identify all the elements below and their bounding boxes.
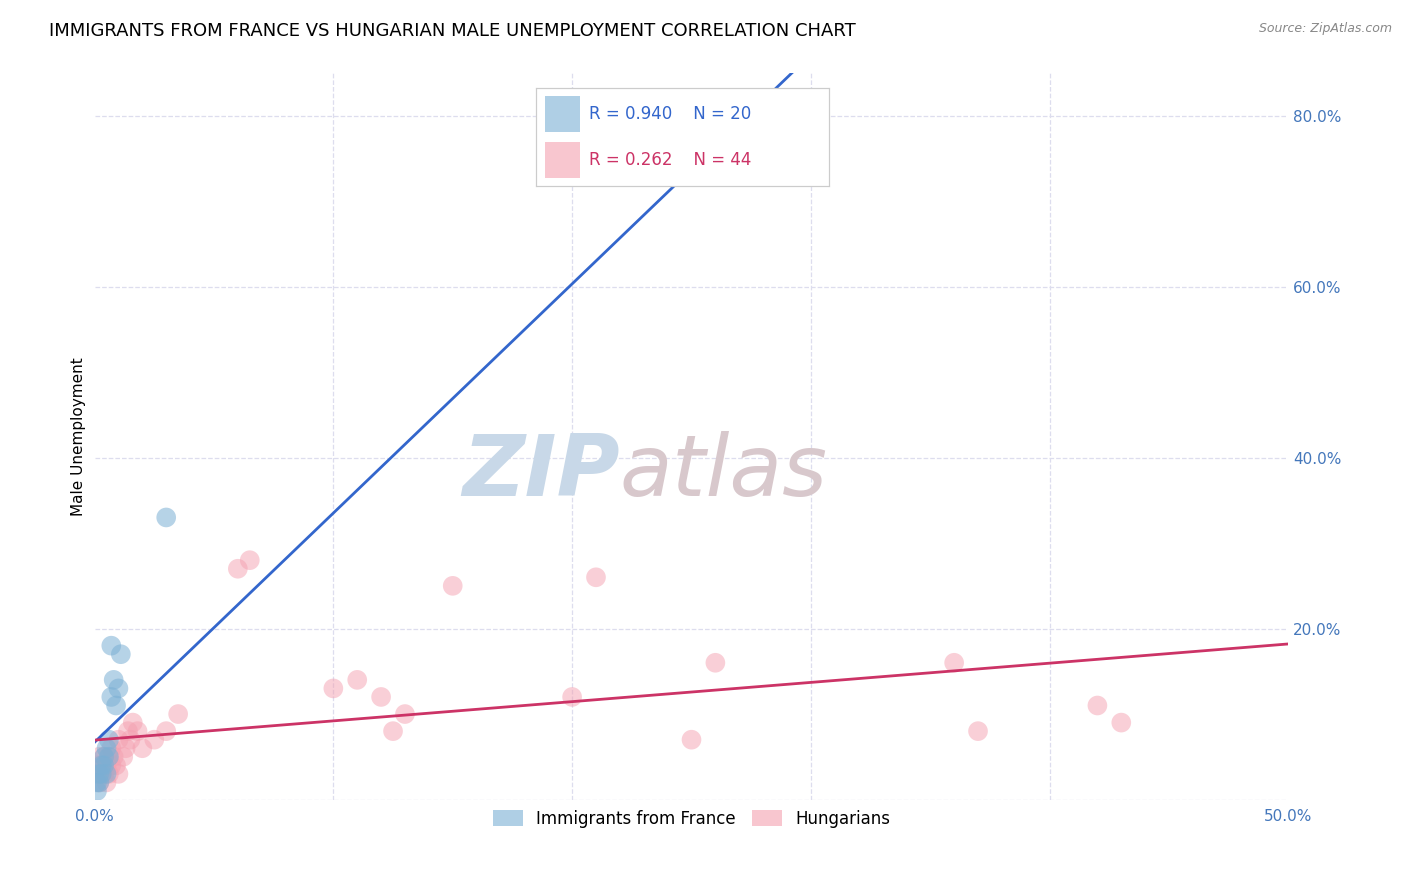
Point: [382, 724, 405, 739]
Point: [131, 741, 153, 756]
Point: [89, 775, 111, 789]
Point: [226, 562, 249, 576]
Point: [105, 698, 128, 713]
Point: [89, 767, 111, 781]
Point: [107, 767, 129, 781]
Point: [100, 690, 122, 704]
Point: [93, 749, 115, 764]
Point: [97, 749, 120, 764]
Point: [110, 647, 132, 661]
Point: [943, 656, 966, 670]
Point: [155, 724, 177, 739]
Point: [100, 758, 122, 772]
Text: ZIP: ZIP: [463, 431, 620, 514]
Legend: Immigrants from France, Hungarians: Immigrants from France, Hungarians: [486, 804, 897, 835]
Point: [86, 784, 108, 798]
Text: Source: ZipAtlas.com: Source: ZipAtlas.com: [1258, 22, 1392, 36]
Point: [114, 741, 136, 756]
Point: [100, 741, 122, 756]
Point: [93, 749, 115, 764]
Point: [143, 732, 166, 747]
Point: [120, 732, 142, 747]
Point: [97, 732, 120, 747]
Point: [105, 758, 128, 772]
Point: [90, 758, 112, 772]
Point: [346, 673, 368, 687]
Point: [96, 775, 118, 789]
Point: [394, 707, 416, 722]
Point: [103, 749, 125, 764]
Point: [740, 126, 762, 140]
Point: [86, 767, 108, 781]
Point: [1111, 715, 1133, 730]
Point: [90, 767, 112, 781]
Point: [127, 724, 149, 739]
Point: [561, 690, 583, 704]
Point: [97, 767, 120, 781]
Point: [86, 775, 108, 789]
Point: [96, 767, 118, 781]
Point: [112, 749, 135, 764]
Point: [96, 758, 118, 772]
Point: [967, 724, 990, 739]
Point: [107, 732, 129, 747]
Point: [90, 758, 112, 772]
Point: [681, 732, 703, 747]
Point: [704, 656, 727, 670]
Point: [167, 707, 190, 722]
Point: [103, 673, 125, 687]
Point: [93, 758, 115, 772]
Point: [89, 775, 111, 789]
Point: [100, 639, 122, 653]
Point: [239, 553, 262, 567]
Point: [86, 758, 108, 772]
Point: [370, 690, 392, 704]
Point: [97, 749, 120, 764]
Point: [96, 741, 118, 756]
Point: [93, 767, 115, 781]
Point: [155, 510, 177, 524]
Y-axis label: Male Unemployment: Male Unemployment: [72, 357, 86, 516]
Point: [121, 715, 143, 730]
Text: IMMIGRANTS FROM FRANCE VS HUNGARIAN MALE UNEMPLOYMENT CORRELATION CHART: IMMIGRANTS FROM FRANCE VS HUNGARIAN MALE…: [49, 22, 856, 40]
Text: atlas: atlas: [620, 431, 828, 514]
Point: [90, 767, 112, 781]
Point: [107, 681, 129, 696]
Point: [1087, 698, 1109, 713]
Point: [89, 749, 111, 764]
Point: [585, 570, 607, 584]
Point: [117, 724, 139, 739]
Point: [322, 681, 344, 696]
Point: [441, 579, 464, 593]
